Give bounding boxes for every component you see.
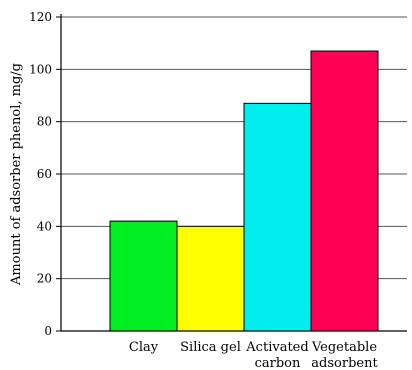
y-tick-label: 0: [44, 324, 52, 338]
y-tick-label: 40: [37, 219, 52, 233]
bar: [243, 102, 312, 332]
x-category-label: Activated carbon: [245, 340, 308, 370]
bars: [109, 50, 379, 332]
y-tick-label: 100: [29, 62, 52, 76]
x-category-label: Vegetable adsorbent: [311, 340, 379, 370]
bar: [109, 220, 178, 332]
x-category-label: Silica gel: [180, 340, 241, 355]
y-tick-label: 60: [37, 167, 52, 181]
x-category-label: Clay: [129, 340, 159, 355]
bar: [176, 225, 245, 332]
y-tick-label: 20: [37, 272, 52, 286]
y-tick-labels: 0 20 40 60 80 100 120: [29, 10, 52, 338]
y-tick-label: 120: [29, 10, 52, 24]
y-axis-title: Amount of adsorber phenol, mg/g: [9, 63, 24, 286]
bar: [310, 50, 379, 332]
y-tick-label: 80: [37, 115, 52, 129]
axes: [56, 14, 407, 332]
